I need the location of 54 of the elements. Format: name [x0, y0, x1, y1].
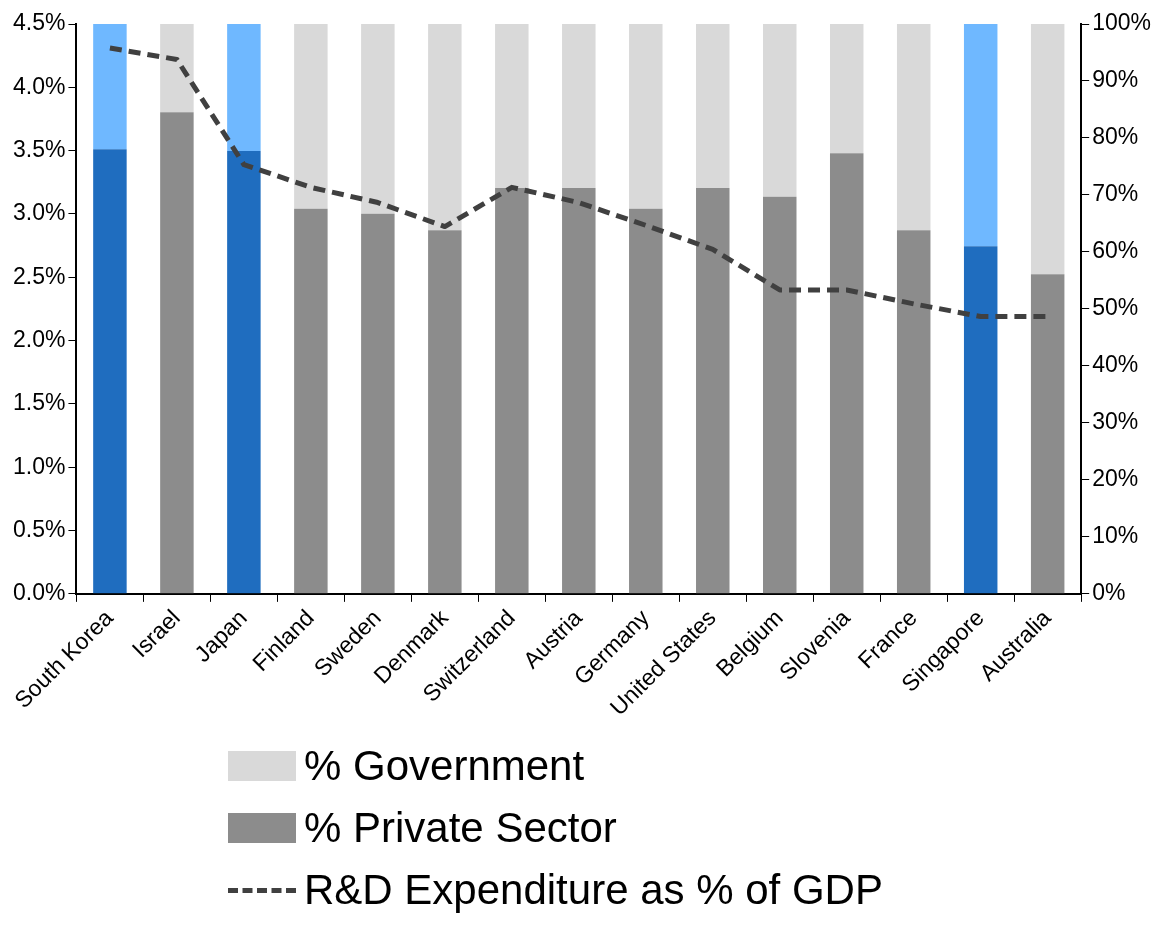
- bar: [763, 196, 797, 594]
- bar: [562, 188, 596, 594]
- y-tick-label: 3.0%: [12, 199, 66, 226]
- legend-label: % Private Sector: [304, 804, 617, 852]
- bar: [361, 213, 395, 594]
- y2-tick-label: 90%: [1092, 66, 1139, 93]
- bar: [428, 230, 462, 594]
- y-tick-label: 0.5%: [12, 515, 66, 542]
- bar: [829, 24, 864, 154]
- bar: [1030, 24, 1065, 275]
- bar: [829, 153, 864, 594]
- legend-label: R&D Expenditure as % of GDP: [304, 866, 883, 914]
- bar: [428, 24, 462, 231]
- y-tick-label: 2.0%: [12, 325, 66, 352]
- bar: [495, 24, 529, 189]
- legend-label: % Government: [304, 742, 585, 790]
- bar: [562, 24, 596, 189]
- bar: [227, 151, 261, 594]
- bar: [963, 246, 998, 594]
- y2-tick-label: 50%: [1092, 294, 1139, 321]
- bar: [294, 24, 328, 209]
- y-tick-label: 0.0%: [12, 579, 66, 606]
- y2-tick-label: 0%: [1092, 579, 1126, 606]
- y2-tick-label: 100%: [1092, 9, 1151, 36]
- y-tick-label: 1.5%: [12, 389, 66, 416]
- y2-tick-label: 20%: [1092, 465, 1139, 492]
- bar: [1030, 274, 1065, 594]
- y-tick-label: 4.5%: [12, 9, 66, 36]
- bar: [696, 24, 730, 189]
- bar: [629, 24, 663, 209]
- y-tick-label: 2.5%: [12, 262, 66, 289]
- y2-tick-label: 60%: [1092, 237, 1139, 264]
- y2-tick-label: 30%: [1092, 408, 1139, 435]
- bar: [763, 24, 797, 197]
- bar: [227, 24, 261, 152]
- bar: [93, 149, 127, 594]
- bar: [696, 188, 730, 594]
- bar: [160, 24, 194, 113]
- bar: [361, 24, 395, 214]
- bar: [160, 112, 194, 594]
- bar: [629, 208, 663, 594]
- bar: [896, 24, 931, 231]
- y2-tick-label: 80%: [1092, 123, 1139, 150]
- y2-tick-label: 40%: [1092, 351, 1139, 378]
- bar: [93, 24, 127, 150]
- bar: [294, 208, 328, 594]
- y2-tick-label: 10%: [1092, 522, 1139, 549]
- y-tick-label: 4.0%: [12, 72, 66, 99]
- bar: [963, 24, 998, 247]
- bar: [896, 230, 931, 594]
- bar: [495, 188, 529, 594]
- y2-tick-label: 70%: [1092, 180, 1139, 207]
- y-tick-label: 3.5%: [12, 135, 66, 162]
- y-tick-label: 1.0%: [12, 452, 66, 479]
